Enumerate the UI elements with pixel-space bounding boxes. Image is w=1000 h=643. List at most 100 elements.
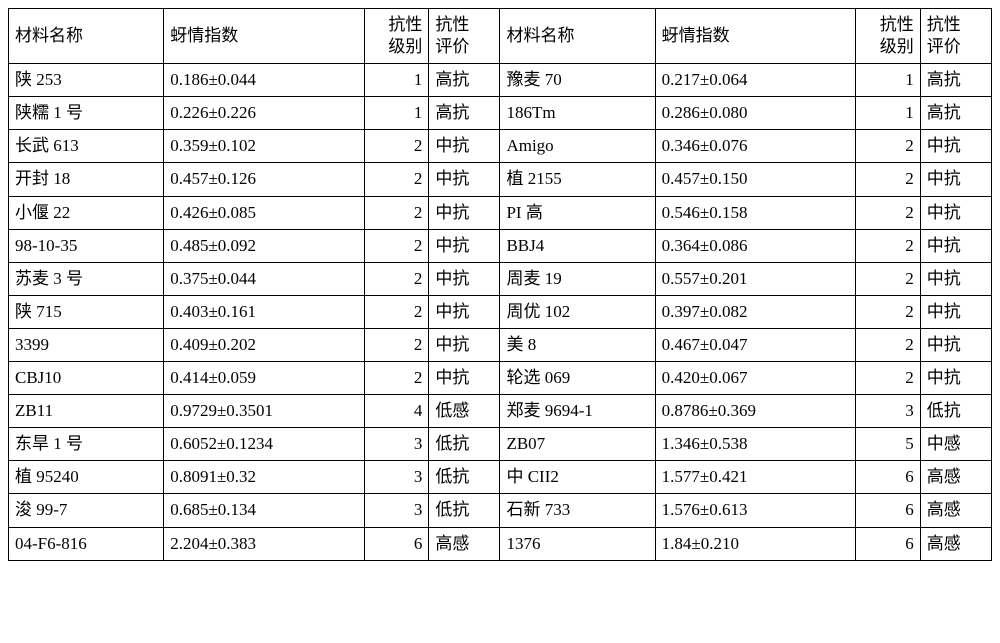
cell-name-1: 长武 613 bbox=[9, 130, 164, 163]
cell-eval-2: 中抗 bbox=[920, 328, 991, 361]
cell-eval-1: 中抗 bbox=[429, 130, 500, 163]
cell-eval-1: 高感 bbox=[429, 527, 500, 560]
cell-eval-2: 中感 bbox=[920, 428, 991, 461]
cell-index-1: 0.414±0.059 bbox=[164, 362, 364, 395]
cell-eval-2: 中抗 bbox=[920, 229, 991, 262]
cell-index-2: 1.577±0.421 bbox=[655, 461, 855, 494]
cell-level-2: 6 bbox=[856, 527, 921, 560]
cell-eval-2: 高感 bbox=[920, 494, 991, 527]
cell-eval-1: 高抗 bbox=[429, 64, 500, 97]
cell-level-2: 2 bbox=[856, 163, 921, 196]
header-resistance-level-2: 抗性级别 bbox=[856, 9, 921, 64]
cell-name-1: 小偃 22 bbox=[9, 196, 164, 229]
cell-index-1: 0.375±0.044 bbox=[164, 262, 364, 295]
table-row: 陕糯 1 号0.226±0.2261高抗186Tm0.286±0.0801高抗 bbox=[9, 97, 992, 130]
header-resistance-level-1: 抗性级别 bbox=[364, 9, 429, 64]
cell-eval-1: 低抗 bbox=[429, 461, 500, 494]
cell-name-1: 浚 99-7 bbox=[9, 494, 164, 527]
table-row: 开封 180.457±0.1262中抗植 21550.457±0.1502中抗 bbox=[9, 163, 992, 196]
cell-eval-2: 高感 bbox=[920, 461, 991, 494]
cell-level-1: 3 bbox=[364, 461, 429, 494]
cell-index-2: 0.420±0.067 bbox=[655, 362, 855, 395]
cell-eval-2: 低抗 bbox=[920, 395, 991, 428]
header-material-name-2: 材料名称 bbox=[500, 9, 655, 64]
cell-index-2: 1.576±0.613 bbox=[655, 494, 855, 527]
header-aphid-index-1: 蚜情指数 bbox=[164, 9, 364, 64]
cell-eval-2: 中抗 bbox=[920, 163, 991, 196]
cell-index-2: 0.364±0.086 bbox=[655, 229, 855, 262]
cell-level-1: 2 bbox=[364, 163, 429, 196]
cell-level-2: 5 bbox=[856, 428, 921, 461]
cell-index-1: 0.359±0.102 bbox=[164, 130, 364, 163]
cell-eval-1: 中抗 bbox=[429, 328, 500, 361]
cell-name-1: 东旱 1 号 bbox=[9, 428, 164, 461]
cell-eval-2: 中抗 bbox=[920, 262, 991, 295]
cell-eval-1: 中抗 bbox=[429, 229, 500, 262]
cell-name-2: 郑麦 9694-1 bbox=[500, 395, 655, 428]
cell-level-1: 1 bbox=[364, 64, 429, 97]
cell-index-1: 0.6052±0.1234 bbox=[164, 428, 364, 461]
table-row: 东旱 1 号0.6052±0.12343低抗ZB071.346±0.5385中感 bbox=[9, 428, 992, 461]
cell-level-1: 2 bbox=[364, 328, 429, 361]
cell-eval-2: 高抗 bbox=[920, 64, 991, 97]
cell-name-1: CBJ10 bbox=[9, 362, 164, 395]
cell-level-2: 2 bbox=[856, 262, 921, 295]
cell-eval-2: 中抗 bbox=[920, 130, 991, 163]
cell-level-1: 1 bbox=[364, 97, 429, 130]
cell-level-1: 3 bbox=[364, 494, 429, 527]
cell-level-1: 2 bbox=[364, 130, 429, 163]
cell-name-2: 1376 bbox=[500, 527, 655, 560]
table-row: 小偃 220.426±0.0852中抗PI 高0.546±0.1582中抗 bbox=[9, 196, 992, 229]
cell-level-1: 4 bbox=[364, 395, 429, 428]
cell-index-2: 0.8786±0.369 bbox=[655, 395, 855, 428]
table-header-row: 材料名称 蚜情指数 抗性级别 抗性评价 材料名称 蚜情指数 抗性级别 抗性评价 bbox=[9, 9, 992, 64]
cell-index-2: 0.546±0.158 bbox=[655, 196, 855, 229]
cell-index-2: 0.457±0.150 bbox=[655, 163, 855, 196]
cell-name-2: 植 2155 bbox=[500, 163, 655, 196]
cell-eval-2: 中抗 bbox=[920, 295, 991, 328]
cell-level-2: 2 bbox=[856, 362, 921, 395]
table-row: 浚 99-70.685±0.1343低抗石新 7331.576±0.6136高感 bbox=[9, 494, 992, 527]
table-row: 苏麦 3 号0.375±0.0442中抗周麦 190.557±0.2012中抗 bbox=[9, 262, 992, 295]
cell-level-1: 2 bbox=[364, 229, 429, 262]
cell-name-1: 苏麦 3 号 bbox=[9, 262, 164, 295]
cell-eval-1: 中抗 bbox=[429, 262, 500, 295]
cell-level-2: 2 bbox=[856, 229, 921, 262]
cell-eval-2: 中抗 bbox=[920, 362, 991, 395]
header-material-name-1: 材料名称 bbox=[9, 9, 164, 64]
table-row: 陕 7150.403±0.1612中抗周优 1020.397±0.0822中抗 bbox=[9, 295, 992, 328]
cell-index-2: 0.397±0.082 bbox=[655, 295, 855, 328]
cell-index-2: 0.286±0.080 bbox=[655, 97, 855, 130]
cell-index-1: 0.685±0.134 bbox=[164, 494, 364, 527]
cell-name-2: 186Tm bbox=[500, 97, 655, 130]
cell-level-1: 2 bbox=[364, 295, 429, 328]
cell-level-2: 3 bbox=[856, 395, 921, 428]
cell-name-1: ZB11 bbox=[9, 395, 164, 428]
table-row: 植 952400.8091±0.323低抗中 CII21.577±0.4216高… bbox=[9, 461, 992, 494]
cell-eval-2: 高感 bbox=[920, 527, 991, 560]
cell-name-2: 豫麦 70 bbox=[500, 64, 655, 97]
cell-index-1: 2.204±0.383 bbox=[164, 527, 364, 560]
header-resistance-eval-2: 抗性评价 bbox=[920, 9, 991, 64]
cell-index-2: 0.217±0.064 bbox=[655, 64, 855, 97]
cell-name-1: 陕 715 bbox=[9, 295, 164, 328]
cell-index-1: 0.485±0.092 bbox=[164, 229, 364, 262]
cell-name-2: 中 CII2 bbox=[500, 461, 655, 494]
cell-eval-1: 中抗 bbox=[429, 163, 500, 196]
resistance-data-table: 材料名称 蚜情指数 抗性级别 抗性评价 材料名称 蚜情指数 抗性级别 抗性评价 … bbox=[8, 8, 992, 561]
cell-index-1: 0.403±0.161 bbox=[164, 295, 364, 328]
cell-name-1: 开封 18 bbox=[9, 163, 164, 196]
cell-index-1: 0.457±0.126 bbox=[164, 163, 364, 196]
cell-name-1: 04-F6-816 bbox=[9, 527, 164, 560]
cell-index-2: 0.557±0.201 bbox=[655, 262, 855, 295]
cell-level-2: 1 bbox=[856, 97, 921, 130]
cell-name-2: 石新 733 bbox=[500, 494, 655, 527]
table-body: 陕 2530.186±0.0441高抗豫麦 700.217±0.0641高抗陕糯… bbox=[9, 64, 992, 560]
cell-level-2: 2 bbox=[856, 130, 921, 163]
cell-eval-1: 低感 bbox=[429, 395, 500, 428]
cell-level-1: 6 bbox=[364, 527, 429, 560]
cell-name-2: 轮选 069 bbox=[500, 362, 655, 395]
cell-index-2: 0.346±0.076 bbox=[655, 130, 855, 163]
cell-name-1: 陕糯 1 号 bbox=[9, 97, 164, 130]
cell-name-1: 3399 bbox=[9, 328, 164, 361]
